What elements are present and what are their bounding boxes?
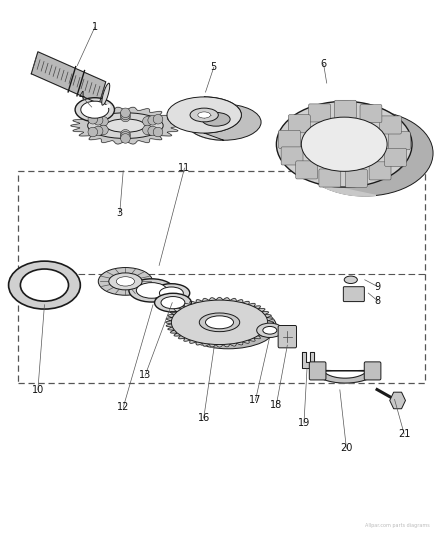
Text: 11: 11: [178, 163, 190, 173]
FancyBboxPatch shape: [318, 169, 340, 187]
Ellipse shape: [205, 316, 233, 329]
Ellipse shape: [88, 127, 97, 137]
Polygon shape: [312, 370, 377, 383]
FancyBboxPatch shape: [384, 148, 406, 166]
FancyBboxPatch shape: [368, 162, 390, 180]
Polygon shape: [186, 97, 241, 140]
FancyBboxPatch shape: [343, 287, 364, 302]
Ellipse shape: [343, 276, 357, 284]
FancyBboxPatch shape: [280, 147, 302, 165]
Ellipse shape: [120, 132, 130, 141]
FancyBboxPatch shape: [345, 169, 367, 188]
Text: 19: 19: [297, 418, 309, 429]
Text: 4: 4: [78, 91, 85, 101]
Ellipse shape: [120, 112, 130, 122]
FancyBboxPatch shape: [334, 100, 356, 118]
Ellipse shape: [120, 108, 130, 118]
Ellipse shape: [153, 127, 162, 137]
FancyBboxPatch shape: [359, 104, 381, 123]
Ellipse shape: [116, 277, 134, 286]
Ellipse shape: [166, 97, 241, 133]
Ellipse shape: [199, 313, 239, 332]
FancyBboxPatch shape: [309, 362, 325, 380]
Ellipse shape: [198, 112, 210, 118]
Ellipse shape: [256, 323, 283, 337]
Polygon shape: [71, 107, 180, 144]
FancyBboxPatch shape: [364, 362, 380, 380]
Ellipse shape: [88, 113, 163, 139]
Polygon shape: [297, 101, 411, 196]
Ellipse shape: [136, 282, 166, 298]
Ellipse shape: [106, 119, 145, 132]
Ellipse shape: [81, 101, 109, 118]
FancyBboxPatch shape: [278, 326, 296, 348]
Polygon shape: [166, 297, 273, 347]
Text: 21: 21: [397, 429, 410, 439]
Text: 17: 17: [249, 395, 261, 406]
Text: Allpar.com parts diagrams: Allpar.com parts diagrams: [364, 523, 428, 528]
Ellipse shape: [201, 112, 230, 126]
Polygon shape: [301, 352, 313, 368]
FancyBboxPatch shape: [288, 115, 310, 133]
Polygon shape: [31, 52, 106, 104]
Ellipse shape: [153, 115, 162, 124]
Ellipse shape: [142, 125, 152, 135]
Ellipse shape: [88, 115, 97, 124]
FancyBboxPatch shape: [308, 104, 330, 122]
Ellipse shape: [180, 304, 276, 349]
FancyBboxPatch shape: [378, 116, 400, 134]
Text: 12: 12: [117, 402, 129, 413]
Ellipse shape: [161, 296, 184, 309]
Ellipse shape: [186, 104, 261, 140]
Ellipse shape: [93, 126, 102, 136]
Ellipse shape: [98, 268, 152, 295]
Ellipse shape: [148, 116, 157, 125]
Text: 3: 3: [117, 208, 123, 219]
FancyBboxPatch shape: [388, 132, 409, 150]
Text: 1: 1: [92, 22, 98, 33]
Ellipse shape: [171, 300, 267, 344]
Ellipse shape: [276, 101, 411, 187]
Text: 5: 5: [210, 62, 216, 72]
Text: 10: 10: [32, 385, 44, 395]
Ellipse shape: [20, 269, 68, 301]
Ellipse shape: [93, 116, 102, 125]
Text: 20: 20: [339, 443, 352, 453]
Ellipse shape: [159, 287, 183, 299]
Ellipse shape: [154, 293, 191, 312]
Ellipse shape: [99, 117, 108, 126]
Ellipse shape: [120, 134, 130, 143]
Ellipse shape: [142, 117, 152, 126]
Text: 18: 18: [270, 400, 282, 410]
Ellipse shape: [262, 327, 276, 334]
FancyBboxPatch shape: [278, 130, 300, 148]
Text: 8: 8: [374, 296, 380, 306]
Ellipse shape: [75, 98, 114, 122]
Text: 13: 13: [139, 370, 151, 381]
Ellipse shape: [99, 125, 108, 135]
Polygon shape: [321, 117, 386, 180]
Ellipse shape: [190, 108, 218, 122]
Ellipse shape: [297, 110, 432, 196]
Ellipse shape: [148, 126, 157, 136]
Ellipse shape: [300, 117, 386, 171]
Ellipse shape: [120, 130, 130, 139]
Ellipse shape: [321, 126, 407, 180]
Text: 6: 6: [320, 60, 326, 69]
Ellipse shape: [9, 261, 80, 309]
Text: 9: 9: [374, 282, 380, 292]
Text: 16: 16: [197, 413, 209, 423]
Ellipse shape: [109, 273, 142, 290]
FancyBboxPatch shape: [295, 161, 317, 179]
Ellipse shape: [120, 110, 130, 120]
Ellipse shape: [152, 284, 189, 302]
Ellipse shape: [129, 279, 174, 302]
Ellipse shape: [102, 83, 110, 106]
